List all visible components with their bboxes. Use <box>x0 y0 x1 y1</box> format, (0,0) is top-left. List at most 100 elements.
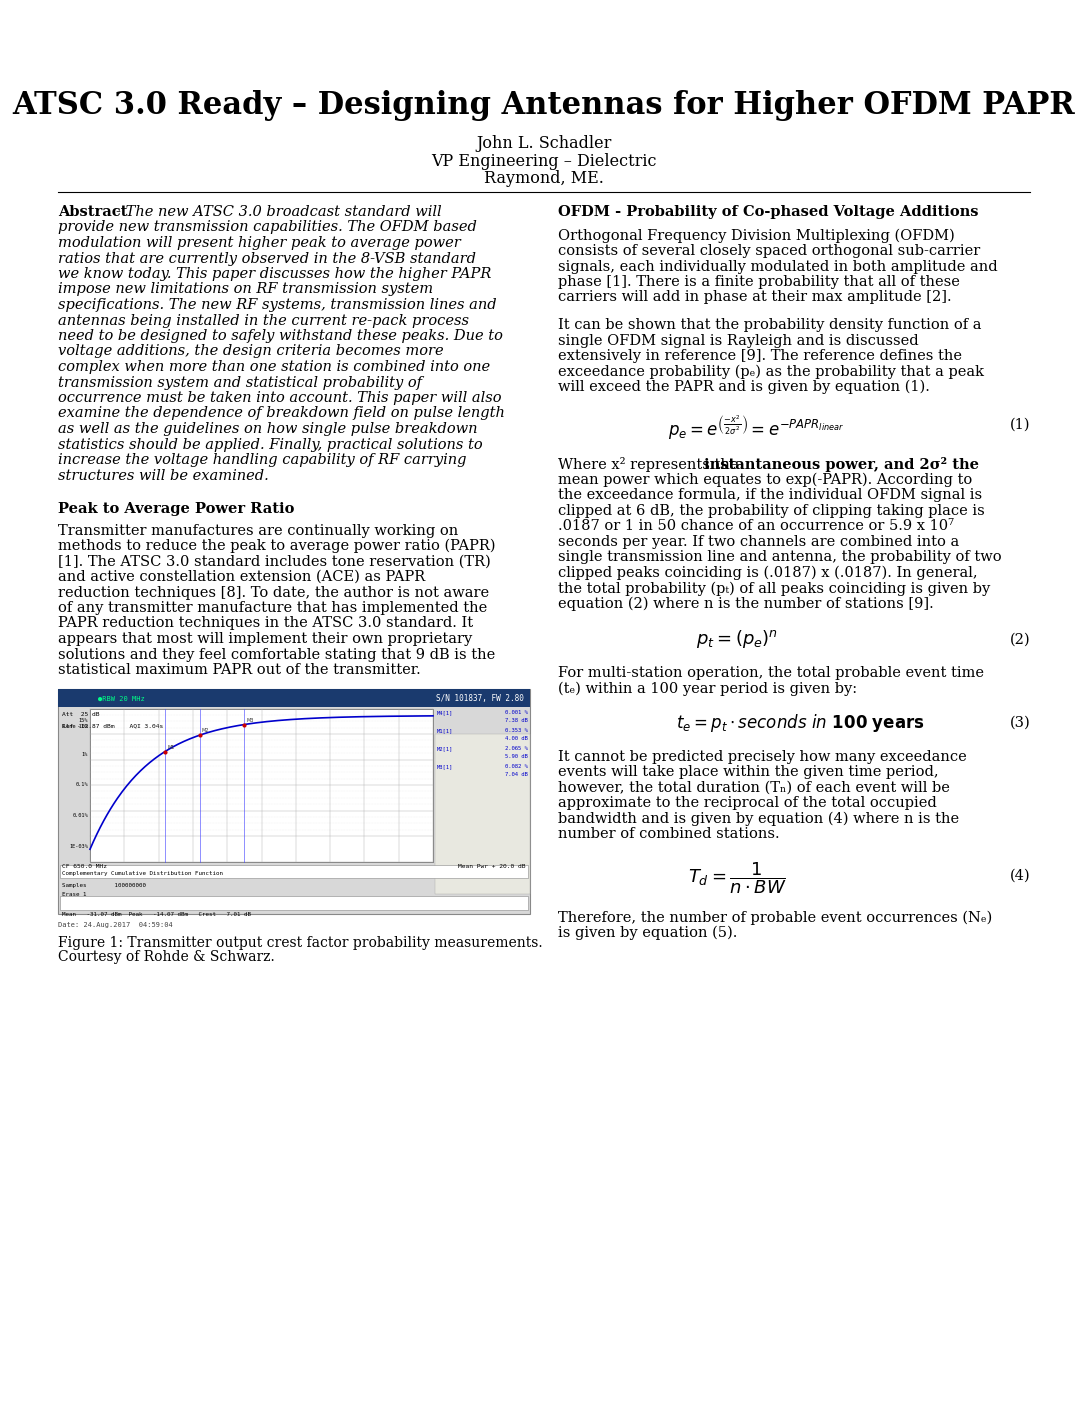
Text: Raymond, ME.: Raymond, ME. <box>484 170 604 187</box>
Text: exceedance probability (pₑ) as the probability that a peak: exceedance probability (pₑ) as the proba… <box>558 365 984 379</box>
Text: 15%
Llne 10%: 15% Llne 10% <box>63 718 88 729</box>
Text: bandwidth and is given by equation (4) where n is the: bandwidth and is given by equation (4) w… <box>558 811 960 826</box>
Text: It cannot be predicted precisely how many exceedance: It cannot be predicted precisely how man… <box>558 749 967 763</box>
Text: we know today. This paper discusses how the higher PAPR: we know today. This paper discusses how … <box>58 268 492 282</box>
Text: (4): (4) <box>1010 869 1030 883</box>
Text: ATSC 3.0 Ready – Designing Antennas for Higher OFDM PAPR: ATSC 3.0 Ready – Designing Antennas for … <box>13 90 1075 121</box>
Text: M1[1]: M1[1] <box>437 728 454 734</box>
Text: examine the dependence of breakdown field on pulse length: examine the dependence of breakdown fiel… <box>58 407 505 421</box>
Text: however, the total duration (Tₙ) of each event will be: however, the total duration (Tₙ) of each… <box>558 780 950 794</box>
Text: Courtesy of Rohde & Schwarz.: Courtesy of Rohde & Schwarz. <box>58 949 275 963</box>
Text: 0.1%: 0.1% <box>75 783 88 787</box>
Text: Ref -12.87 dBm    AQI 3.04s: Ref -12.87 dBm AQI 3.04s <box>62 724 163 728</box>
Text: M1: M1 <box>168 745 175 750</box>
Text: M4[1]: M4[1] <box>437 711 454 715</box>
Text: M3: M3 <box>246 718 254 722</box>
Text: modulation will present higher peak to average power: modulation will present higher peak to a… <box>58 237 460 251</box>
Text: instantaneous power, and 2σ² the: instantaneous power, and 2σ² the <box>704 458 979 473</box>
Text: (tₑ) within a 100 year period is given by:: (tₑ) within a 100 year period is given b… <box>558 681 857 697</box>
Text: clipped at 6 dB, the probability of clipping taking place is: clipped at 6 dB, the probability of clip… <box>558 504 985 518</box>
Text: 5.90 dB: 5.90 dB <box>505 755 528 759</box>
Text: 0.082 %: 0.082 % <box>505 765 528 770</box>
Text: Att  25 dB: Att 25 dB <box>62 712 99 717</box>
Text: Mean   -31.07 dBm  Peak   -14.07 dBm   Crest   7.01 dB: Mean -31.07 dBm Peak -14.07 dBm Crest 7.… <box>62 911 251 917</box>
Text: It can be shown that the probability density function of a: It can be shown that the probability den… <box>558 318 981 332</box>
Text: - The new ATSC 3.0 broadcast standard will: - The new ATSC 3.0 broadcast standard wi… <box>116 206 442 220</box>
Text: ratios that are currently observed in the 8-VSB standard: ratios that are currently observed in th… <box>58 252 477 266</box>
Text: .0187 or 1 in 50 chance of an occurrence or 5.9 x 10⁷: .0187 or 1 in 50 chance of an occurrence… <box>558 520 954 534</box>
Text: M2[1]: M2[1] <box>437 746 454 752</box>
Text: provide new transmission capabilities. The OFDM based: provide new transmission capabilities. T… <box>58 221 477 235</box>
Text: 4.00 dB: 4.00 dB <box>505 736 528 742</box>
Text: impose new limitations on RF transmission system: impose new limitations on RF transmissio… <box>58 283 433 297</box>
Text: M3[1]: M3[1] <box>437 765 454 770</box>
Text: single transmission line and antenna, the probability of two: single transmission line and antenna, th… <box>558 551 1002 565</box>
Text: Erase 1: Erase 1 <box>62 891 87 897</box>
Text: complex when more than one station is combined into one: complex when more than one station is co… <box>58 360 490 375</box>
Text: need to be designed to safely withstand these peaks. Due to: need to be designed to safely withstand … <box>58 329 503 344</box>
Text: statistical maximum PAPR out of the transmitter.: statistical maximum PAPR out of the tran… <box>58 663 421 677</box>
Text: appears that most will implement their own proprietary: appears that most will implement their o… <box>58 632 472 646</box>
Text: Therefore, the number of probable event occurrences (Nₑ): Therefore, the number of probable event … <box>558 911 992 925</box>
Text: 1E-03%: 1E-03% <box>70 843 88 849</box>
Text: the total probability (pₜ) of all peaks coinciding is given by: the total probability (pₜ) of all peaks … <box>558 582 990 596</box>
Text: Orthogonal Frequency Division Multiplexing (OFDM): Orthogonal Frequency Division Multiplexi… <box>558 228 955 244</box>
Text: statistics should be applied. Finally, practical solutions to: statistics should be applied. Finally, p… <box>58 438 483 452</box>
Text: phase [1]. There is a finite probability that all of these: phase [1]. There is a finite probability… <box>558 275 960 289</box>
Text: number of combined stations.: number of combined stations. <box>558 826 780 841</box>
Text: 7.04 dB: 7.04 dB <box>505 773 528 777</box>
Text: $p_e = e^{\left(\frac{-x^2}{2\sigma^2}\right)} = e^{-PAPR_{linear}}$: $p_e = e^{\left(\frac{-x^2}{2\sigma^2}\r… <box>668 414 844 442</box>
Text: OFDM - Probability of Co-phased Voltage Additions: OFDM - Probability of Co-phased Voltage … <box>558 206 978 220</box>
Text: carriers will add in phase at their max amplitude [2].: carriers will add in phase at their max … <box>558 290 952 304</box>
Text: solutions and they feel comfortable stating that 9 dB is the: solutions and they feel comfortable stat… <box>58 648 495 662</box>
Text: (3): (3) <box>1010 715 1030 729</box>
Text: methods to reduce the peak to average power ratio (PAPR): methods to reduce the peak to average po… <box>58 539 495 553</box>
Text: CF 650.0 MHz: CF 650.0 MHz <box>62 865 107 870</box>
Text: Transmitter manufactures are continually working on: Transmitter manufactures are continually… <box>58 524 458 538</box>
Text: 0.01%: 0.01% <box>73 812 88 818</box>
Text: $T_d = \dfrac{1}{n \cdot BW}$: $T_d = \dfrac{1}{n \cdot BW}$ <box>688 860 787 895</box>
Bar <box>60 865 528 877</box>
Text: of any transmitter manufacture that has implemented the: of any transmitter manufacture that has … <box>58 601 487 615</box>
Text: PAPR reduction techniques in the ATSC 3.0 standard. It: PAPR reduction techniques in the ATSC 3.… <box>58 617 473 631</box>
Text: 0.001 %: 0.001 % <box>505 711 528 715</box>
Text: Date: 24.Aug.2017  04:59:04: Date: 24.Aug.2017 04:59:04 <box>58 921 173 928</box>
Text: specifications. The new RF systems, transmission lines and: specifications. The new RF systems, tran… <box>58 298 496 313</box>
Text: $t_e = p_t \cdot \mathit{seconds\ in}\ \mathbf{100\ years}$: $t_e = p_t \cdot \mathit{seconds\ in}\ \… <box>676 711 925 734</box>
Text: antennas being installed in the current re-pack process: antennas being installed in the current … <box>58 314 469 328</box>
Text: equation (2) where n is the number of stations [9].: equation (2) where n is the number of st… <box>558 597 934 611</box>
Text: signals, each individually modulated in both amplitude and: signals, each individually modulated in … <box>558 259 998 273</box>
Bar <box>60 895 528 910</box>
Text: Where x² represents the: Where x² represents the <box>558 458 743 473</box>
Text: Abstract: Abstract <box>58 206 127 220</box>
Text: is given by equation (5).: is given by equation (5). <box>558 926 738 941</box>
Text: VP Engineering – Dielectric: VP Engineering – Dielectric <box>431 153 657 170</box>
Text: as well as the guidelines on how single pulse breakdown: as well as the guidelines on how single … <box>58 422 478 436</box>
Text: Peak to Average Power Ratio: Peak to Average Power Ratio <box>58 503 295 515</box>
Text: single OFDM signal is Rayleigh and is discussed: single OFDM signal is Rayleigh and is di… <box>558 334 918 348</box>
Text: 2.065 %: 2.065 % <box>505 746 528 752</box>
Text: (1): (1) <box>1010 418 1030 431</box>
Text: [1]. The ATSC 3.0 standard includes tone reservation (TR): [1]. The ATSC 3.0 standard includes tone… <box>58 555 491 569</box>
Text: structures will be examined.: structures will be examined. <box>58 469 269 483</box>
Text: For multi-station operation, the total probable event time: For multi-station operation, the total p… <box>558 666 984 680</box>
Text: Mean Pwr + 20.0 dB: Mean Pwr + 20.0 dB <box>458 865 526 870</box>
Text: approximate to the reciprocal of the total occupied: approximate to the reciprocal of the tot… <box>558 796 937 810</box>
Text: reduction techniques [8]. To date, the author is not aware: reduction techniques [8]. To date, the a… <box>58 586 490 600</box>
Text: Figure 1: Transmitter output crest factor probability measurements.: Figure 1: Transmitter output crest facto… <box>58 935 543 949</box>
Text: and active constellation extension (ACE) as PAPR: and active constellation extension (ACE)… <box>58 570 425 584</box>
Text: will exceed the PAPR and is given by equation (1).: will exceed the PAPR and is given by equ… <box>558 380 930 394</box>
Text: seconds per year. If two channels are combined into a: seconds per year. If two channels are co… <box>558 535 960 549</box>
Text: occurrence must be taken into account. This paper will also: occurrence must be taken into account. T… <box>58 391 502 406</box>
Text: voltage additions, the design criteria becomes more: voltage additions, the design criteria b… <box>58 345 444 359</box>
Text: events will take place within the given time period,: events will take place within the given … <box>558 765 939 779</box>
Text: Samples        100000000: Samples 100000000 <box>62 883 146 888</box>
Bar <box>58 689 530 707</box>
Text: S/N 101837, FW 2.80: S/N 101837, FW 2.80 <box>436 694 524 703</box>
Text: 0.353 %: 0.353 % <box>505 728 528 734</box>
Text: extensively in reference [9]. The reference defines the: extensively in reference [9]. The refere… <box>558 349 962 363</box>
Bar <box>58 689 530 914</box>
Text: M2: M2 <box>201 728 209 734</box>
Text: $p_t = (p_e)^n$: $p_t = (p_e)^n$ <box>696 628 778 650</box>
Text: Complementary Cumulative Distribution Function: Complementary Cumulative Distribution Fu… <box>62 870 223 876</box>
